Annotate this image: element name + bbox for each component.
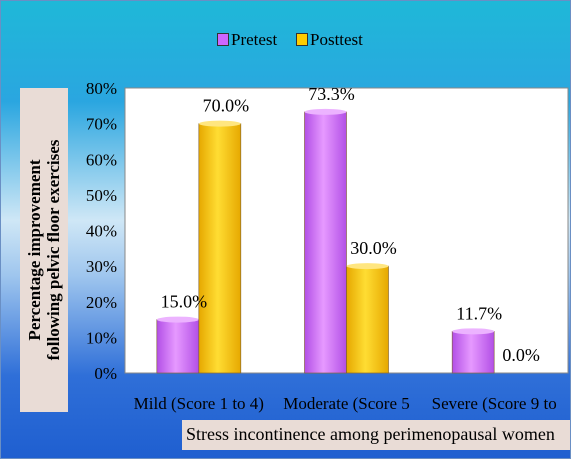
data-label-posttest: 70.0% [203,96,250,116]
data-label-pretest: 73.3% [308,84,355,104]
legend-label-posttest: Posttest [310,30,363,49]
data-label-posttest: 30.0% [350,238,397,258]
y-tick-label: 80% [86,79,117,98]
legend-label-pretest: Pretest [231,30,278,49]
y-tick-label: 60% [86,150,117,169]
bar-pretest [156,319,200,374]
bar-top-posttest [346,263,389,270]
bar-posttest [346,265,389,374]
bar-posttest [198,123,242,374]
bar-pretest [451,331,495,374]
y-tick-label: 0% [94,364,117,383]
bar-top-pretest [304,108,347,115]
legend-item-posttest: Posttest [296,30,363,50]
legend-swatch-posttest [296,33,308,46]
legend-item-pretest: Pretest [217,30,277,50]
legend-swatch-pretest [217,33,229,46]
y-tick-label: 10% [86,328,117,347]
y-tick-label: 50% [86,186,117,205]
bar-top-posttest [198,120,241,127]
x-axis-title: Stress incontinence among perimenopausal… [186,424,555,444]
y-tick-label: 70% [86,115,117,134]
data-label-pretest: 15.0% [161,292,208,312]
x-tick-label: Mild (Score 1 to 4) [134,394,264,413]
y-tick-label: 40% [86,222,117,241]
x-tick-label: Severe (Score 9 to [432,394,557,413]
x-tick-label: Moderate (Score 5 [283,394,410,413]
bar-top-pretest [156,316,199,323]
y-tick-label: 30% [86,257,117,276]
data-label-pretest: 11.7% [456,303,502,323]
x-axis-title-box [182,420,570,450]
bar-top-pretest [452,328,495,335]
data-label-posttest: 0.0% [502,345,540,365]
y-axis-label-box [20,88,68,412]
bar-pretest [304,111,347,374]
y-tick-label: 20% [86,293,117,312]
